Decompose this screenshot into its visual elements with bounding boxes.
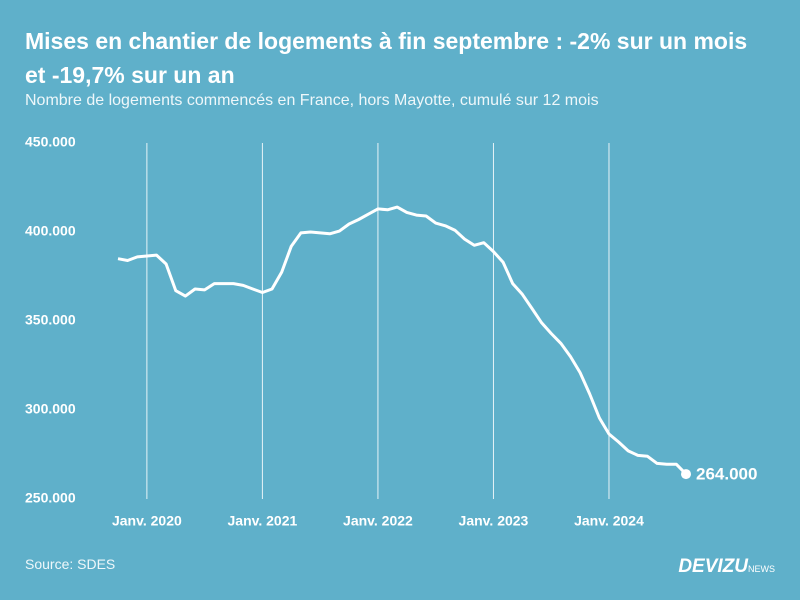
y-tick-label: 450.000 xyxy=(25,134,76,150)
logo-brand: DEVIZU xyxy=(678,556,748,577)
y-tick-label: 300.000 xyxy=(25,401,76,417)
y-tick-label: 250.000 xyxy=(25,490,76,506)
chart-subtitle: Nombre de logements commencés en France,… xyxy=(25,92,599,109)
data-label: 264.000 xyxy=(696,465,757,484)
end-point xyxy=(681,469,691,480)
chart-title: Mises en chantier de logements à fin sep… xyxy=(25,28,748,88)
x-tick-label: Janv. 2024 xyxy=(574,513,644,529)
x-tick-label: Janv. 2020 xyxy=(112,513,182,529)
logo: DEVIZUNEWS xyxy=(678,556,775,578)
line xyxy=(117,205,688,476)
x-tick-label: Janv. 2023 xyxy=(459,513,529,529)
y-tick-label: 400.000 xyxy=(25,223,76,239)
logo-suffix: NEWS xyxy=(748,564,775,574)
x-tick-label: Janv. 2022 xyxy=(343,513,413,529)
source: Source: SDES xyxy=(25,556,116,572)
x-tick-label: Janv. 2021 xyxy=(228,513,298,529)
y-tick-label: 350.000 xyxy=(25,312,76,328)
